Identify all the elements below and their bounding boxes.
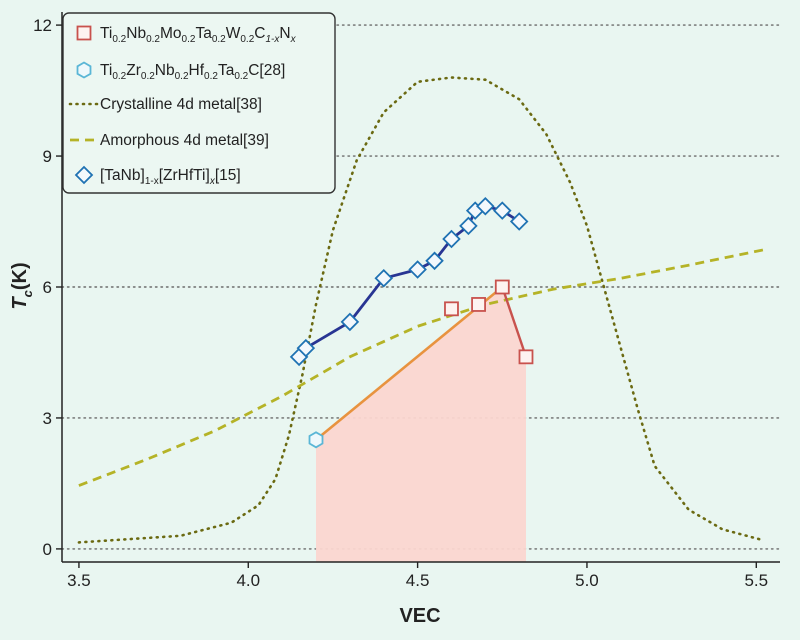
carbonitride-point — [444, 301, 459, 317]
y-axis-label-unit: (K) — [9, 262, 31, 290]
y-tick-label: 9 — [43, 147, 52, 166]
carbonitride-point — [518, 349, 534, 365]
x-tick-label: 4.5 — [406, 571, 430, 590]
legend-label-tanb: [TaNb]1-x[ZrHfTi]x[15] — [100, 167, 241, 187]
carbide-point — [308, 431, 324, 449]
carbonitride-point — [471, 297, 486, 312]
legend-box — [62, 12, 336, 194]
y-axis-label-sub: c — [20, 289, 35, 297]
x-tick-labels: 3.5 4.0 4.5 5.0 5.5 — [67, 571, 768, 590]
y-axis-label-main: T — [9, 296, 31, 310]
y-tick-label: 12 — [33, 16, 52, 35]
y-axis-label: Tc(K) — [9, 262, 35, 309]
x-tick-label: 5.0 — [575, 571, 599, 590]
svg-text:Tc(K): Tc(K) — [9, 262, 35, 309]
x-tick-label: 5.5 — [744, 571, 768, 590]
y-tick-label: 3 — [43, 409, 52, 428]
tanb-point — [442, 229, 461, 249]
x-tick-label: 4.0 — [236, 571, 260, 590]
crystalline-curve — [77, 76, 765, 544]
carbonitride-connector — [315, 285, 504, 441]
series-lines — [77, 76, 765, 544]
series-markers — [289, 196, 534, 449]
shaded-region — [316, 287, 526, 562]
tanb-point — [408, 260, 427, 279]
tanb-point — [493, 201, 512, 220]
amorphous-curve — [78, 248, 764, 487]
tanb-point — [374, 268, 394, 288]
legend-label-carbide: Ti0.2Zr0.2Nb0.2Hf0.2Ta0.2C[28] — [100, 62, 285, 82]
y-tick-labels: 0 3 6 9 12 — [33, 16, 52, 559]
legend-label-crystalline: Crystalline 4d metal[38] — [100, 96, 262, 113]
legend-label-amorphous: Amorphous 4d metal[39] — [100, 132, 269, 149]
legend-marker-square — [76, 25, 92, 41]
legend-marker-hexagon — [76, 61, 92, 79]
carbonitride-point — [494, 279, 510, 295]
tanb-point — [340, 312, 360, 332]
legend: Ti0.2Nb0.2Mo0.2Ta0.2W0.2C1-xNx Ti0.2Zr0.2… — [62, 12, 336, 194]
tanb-point — [296, 338, 316, 358]
tanb-point — [476, 196, 495, 216]
x-tick-label: 3.5 — [67, 571, 91, 590]
legend-label-carbonitride: Ti0.2Nb0.2Mo0.2Ta0.2W0.2C1-xNx — [100, 25, 297, 45]
tanb-point — [425, 251, 444, 271]
carbonitride-line — [501, 286, 528, 358]
tanb-point — [509, 212, 529, 231]
y-tick-label: 0 — [43, 540, 52, 559]
x-axis-label: VEC — [399, 605, 440, 627]
axes — [56, 12, 780, 568]
y-tick-label: 6 — [43, 278, 52, 297]
tanb-point — [459, 216, 478, 236]
shaded-area — [316, 287, 526, 562]
legend-marker-diamond — [74, 165, 94, 185]
